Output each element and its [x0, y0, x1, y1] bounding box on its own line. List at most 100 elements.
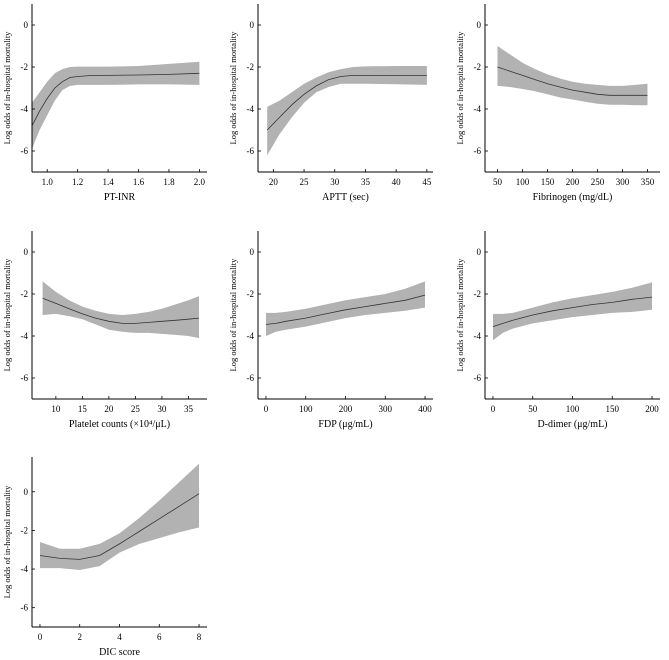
- x-tick-label: 2.0: [194, 177, 206, 187]
- confidence-band: [42, 281, 199, 339]
- x-tick-label: 250: [591, 177, 605, 187]
- panel-2: 0 -2 -4 -6 20 25 30 35 40 45 APTT (sec) Log odds of…: [228, 4, 433, 203]
- x-tick-label: 30: [157, 404, 167, 414]
- confidence-band: [40, 463, 199, 570]
- x-tick-label: 35: [361, 177, 371, 187]
- y-tick-label: -2: [474, 289, 482, 299]
- x-tick-label: 100: [299, 404, 313, 414]
- x-tick-label: 0: [38, 632, 43, 642]
- y-tick-label: -2: [474, 62, 482, 72]
- x-tick-label: 150: [606, 404, 620, 414]
- x-tick-label: 25: [300, 177, 310, 187]
- x-tick-label: 350: [641, 177, 655, 187]
- y-tick-label: -2: [21, 289, 29, 299]
- x-tick-label: 200: [645, 404, 659, 414]
- confidence-band: [493, 282, 652, 341]
- y-tick-label: -6: [247, 373, 255, 383]
- x-tick-label: 20: [104, 404, 114, 414]
- x-tick-label: 200: [566, 177, 580, 187]
- y-tick-label: -4: [21, 331, 29, 341]
- panel-6: 0 -2 -4 -6 0 50 100 150 200 D-dimer (μg/mL) Log od…: [455, 231, 660, 430]
- estimate-line: [265, 294, 426, 325]
- x-tick-label: 300: [379, 404, 393, 414]
- x-tick-label: 1.8: [163, 177, 175, 187]
- y-axis-title: Log odds of in-hospital mortality: [455, 258, 465, 372]
- y-tick-label: 0: [24, 487, 29, 497]
- x-tick-label: 1.2: [72, 177, 83, 187]
- x-tick-label: 15: [78, 404, 88, 414]
- estimate-line: [497, 66, 648, 96]
- panel-3: 0 -2 -4 -6 50 100 150 200 250 300 350 Fibrinogen (m…: [455, 4, 660, 203]
- panel-1: 0 -2 -4 -6 1.0 1.2 1.4 1.6 1.8 2.0 PT-INR Log odds …: [2, 4, 207, 203]
- estimate-line: [42, 297, 200, 324]
- y-tick-label: -4: [474, 331, 482, 341]
- x-tick-label: 50: [528, 404, 538, 414]
- x-tick-label: 45: [422, 177, 432, 187]
- x-tick-label: 10: [51, 404, 61, 414]
- y-tick-label: -2: [247, 289, 255, 299]
- y-axis-title: Log odds of in-hospital mortality: [2, 258, 12, 372]
- x-tick-label: 50: [493, 177, 503, 187]
- estimate-line: [266, 75, 427, 131]
- x-axis-title: Platelet counts (×10⁴/μL): [69, 419, 170, 430]
- y-tick-label: -2: [21, 525, 29, 535]
- x-tick-label: 8: [197, 632, 202, 642]
- confidence-band: [267, 66, 427, 156]
- y-tick-label: -6: [21, 146, 29, 156]
- x-axis-title: PT-INR: [104, 192, 136, 203]
- y-tick-label: 0: [477, 20, 482, 30]
- x-tick-label: 35: [184, 404, 194, 414]
- y-tick-label: -4: [21, 564, 29, 574]
- y-tick-label: -4: [21, 104, 29, 114]
- y-tick-label: -6: [21, 373, 29, 383]
- confidence-band: [32, 61, 200, 149]
- x-tick-label: 0: [264, 404, 269, 414]
- x-tick-label: 1.6: [133, 177, 145, 187]
- panel-5: 0 -2 -4 -6 0 100 200 300 400 FDP (μg/mL) Log odds …: [228, 231, 433, 430]
- x-tick-label: 100: [516, 177, 530, 187]
- x-axis-title: Fibrinogen (mg/dL): [533, 192, 613, 203]
- x-tick-label: 4: [117, 632, 122, 642]
- x-tick-label: 2: [77, 632, 82, 642]
- y-axis-title: Log odds of in-hospital mortality: [228, 258, 238, 372]
- x-axis-title: FDP (μg/mL): [318, 419, 372, 430]
- y-axis-title: Log odds of in-hospital mortality: [2, 485, 12, 599]
- x-tick-label: 200: [339, 404, 353, 414]
- confidence-band: [497, 46, 648, 106]
- y-tick-label: -2: [247, 62, 255, 72]
- x-tick-label: 300: [616, 177, 630, 187]
- panel-4: 0 -2 -4 -6 10 15 20 25 30 35 Platelet counts (×10⁴…: [2, 231, 207, 430]
- x-axis-title: DIC score: [99, 647, 140, 655]
- panel-7: 0 -2 -4 -6 0 2 4 6 8 DIC score Log odds of in-hosp…: [2, 457, 207, 658]
- y-tick-label: -4: [247, 331, 255, 341]
- x-axis-title: APTT (sec): [322, 192, 369, 203]
- y-tick-label: 0: [24, 247, 29, 257]
- estimate-line: [39, 493, 200, 560]
- x-tick-label: 40: [392, 177, 402, 187]
- y-tick-label: 0: [250, 20, 255, 30]
- x-tick-label: 100: [566, 404, 580, 414]
- estimate-line: [31, 72, 200, 126]
- y-tick-label: 0: [250, 247, 255, 257]
- y-tick-label: -4: [474, 104, 482, 114]
- y-axis-title: Log odds of in-hospital mortality: [2, 31, 12, 145]
- x-tick-label: 1.4: [102, 177, 114, 187]
- y-tick-label: -2: [21, 62, 29, 72]
- y-tick-label: -6: [247, 146, 255, 156]
- x-tick-label: 150: [541, 177, 555, 187]
- x-tick-label: 400: [418, 404, 432, 414]
- x-axis-title: D-dimer (μg/mL): [537, 419, 607, 430]
- x-tick-label: 30: [330, 177, 340, 187]
- y-tick-label: 0: [24, 20, 29, 30]
- y-tick-label: -6: [474, 373, 482, 383]
- estimate-line: [492, 296, 653, 327]
- y-axis-title: Log odds of in-hospital mortality: [455, 31, 465, 145]
- x-tick-label: 25: [131, 404, 141, 414]
- y-axis-title: Log odds of in-hospital mortality: [228, 31, 238, 145]
- y-tick-label: 0: [477, 247, 482, 257]
- x-tick-label: 20: [269, 177, 279, 187]
- x-tick-label: 0: [491, 404, 496, 414]
- y-tick-label: -6: [21, 603, 29, 613]
